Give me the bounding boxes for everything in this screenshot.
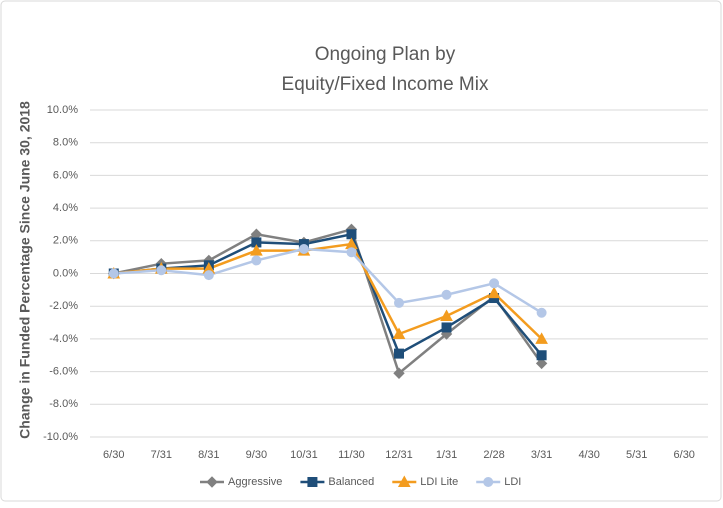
y-tick-label: 6.0% [53,169,78,181]
data-point [440,309,453,322]
data-point [393,367,405,379]
legend-label: LDI [504,476,521,488]
y-tick-label: -4.0% [49,333,78,345]
x-tick-label: 2/28 [483,449,504,461]
data-point [392,327,406,339]
data-point [346,229,357,240]
data-point [250,244,263,256]
y-tick-label: 2.0% [53,235,78,247]
data-point [536,350,547,361]
legend-label: Aggressive [228,476,282,488]
y-tick-label: 10.0% [47,104,78,116]
chart-title: Equity/Fixed Income Mix [282,74,489,95]
y-tick-label: 0.0% [53,267,78,279]
y-tick-label: -6.0% [49,366,78,378]
x-tick-label: 6/30 [674,449,695,461]
legend-marker [483,477,494,487]
y-tick-label: -10.0% [43,431,78,443]
data-point [487,286,501,299]
data-point [394,348,404,359]
data-point [203,270,214,281]
data-point [441,289,452,300]
data-point [441,322,452,333]
chart-title: Ongoing Plan by [315,44,456,65]
series-line [113,247,543,314]
data-point [394,297,404,308]
x-tick-label: 6/30 [103,449,124,461]
y-axis-label: Change in Funded Percentage Since June 3… [17,101,33,439]
y-tick-label: 4.0% [53,202,78,214]
legend-marker [307,477,318,487]
data-point [536,307,547,318]
x-tick-label: 7/31 [151,449,172,461]
x-tick-label: 1/31 [436,449,457,461]
x-tick-label: 9/30 [246,449,267,461]
y-tick-label: -2.0% [49,300,78,312]
y-tick-label: -8.0% [49,398,78,410]
series-line [113,227,543,376]
series-line [113,242,543,340]
x-tick-label: 5/31 [626,449,647,461]
x-tick-label: 4/30 [578,449,599,461]
x-tick-label: 11/30 [338,449,365,461]
data-point [535,332,548,344]
x-tick-label: 3/31 [531,449,552,461]
data-point [108,268,119,279]
legend-label: Balanced [328,476,374,488]
data-point [489,278,500,289]
series-line [113,232,543,357]
data-point [156,265,167,276]
x-tick-label: 12/31 [385,449,413,461]
x-tick-label: 8/31 [198,449,219,461]
legend-marker [206,476,218,488]
y-tick-label: 8.0% [53,137,78,149]
legend-label: LDI Lite [420,476,458,488]
data-point [535,357,548,370]
x-tick-label: 10/31 [290,449,318,461]
data-point [298,243,309,254]
legend-marker [397,475,411,487]
data-point [346,247,357,258]
data-point [251,255,262,266]
